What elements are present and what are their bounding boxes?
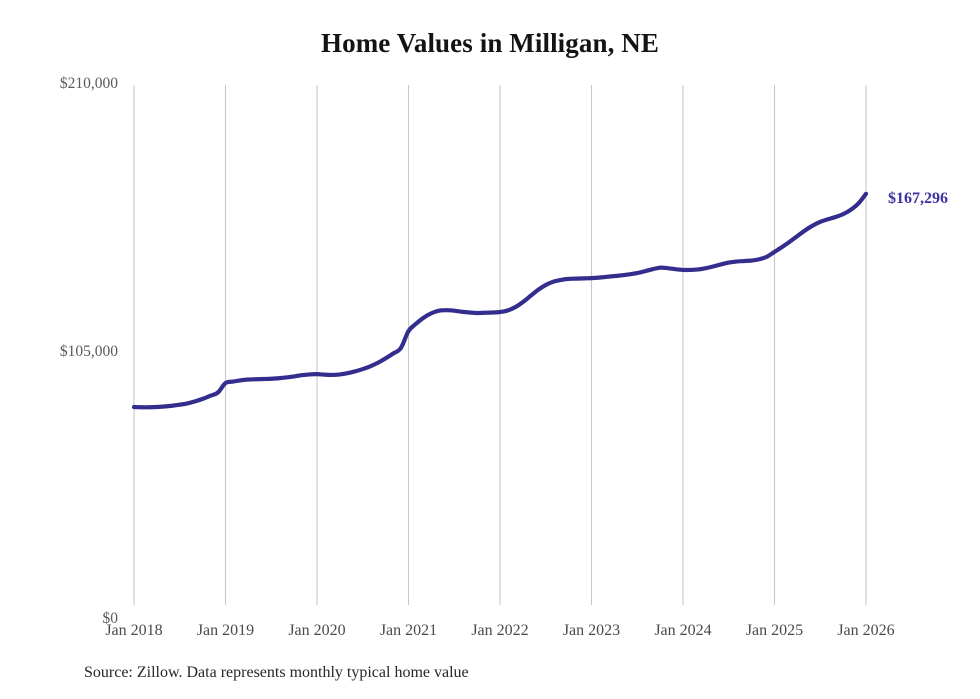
source-note: Source: Zillow. Data represents monthly … [84, 664, 469, 681]
y-tick-label-0: $0 [102, 610, 119, 627]
x-tick-label-jan-2022: Jan 2022 [471, 622, 529, 639]
vertical-gridlines [133, 85, 867, 605]
chart-title: Home Values in Milligan, NE [321, 28, 659, 58]
x-tick-label-jan-2023: Jan 2023 [562, 622, 621, 639]
x-tick-label-jan-2026: Jan 2026 [837, 622, 895, 639]
y-tick-label-105000: $105,000 [59, 342, 118, 360]
end-value-annotation: $167,296 [888, 189, 948, 207]
x-tick-label-jan-2025: Jan 2025 [745, 622, 804, 639]
x-tick-label-jan-2019: Jan 2019 [196, 622, 255, 639]
y-tick-label-210000: $210,000 [59, 75, 118, 92]
home-value-line [131, 191, 869, 410]
x-tick-label-jan-2018: Jan 2018 [105, 622, 163, 639]
x-tick-label-jan-2020: Jan 2020 [288, 622, 346, 639]
x-tick-label-jan-2024: Jan 2024 [654, 622, 712, 639]
x-tick-label-jan-2021: Jan 2021 [379, 622, 438, 639]
